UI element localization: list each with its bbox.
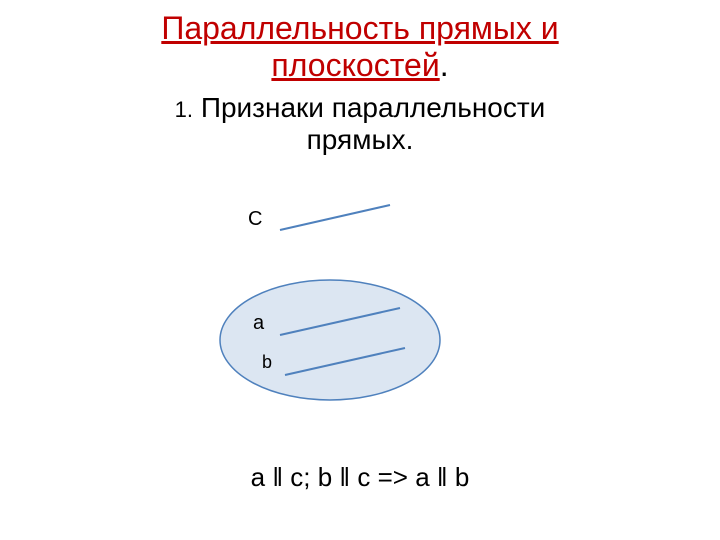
line-c bbox=[280, 205, 390, 230]
slide: Параллельность прямых и плоскостей. 1. П… bbox=[0, 0, 720, 540]
title-dot: . bbox=[440, 47, 449, 84]
label-b: b bbox=[262, 352, 272, 373]
parallel-lines-diagram bbox=[200, 200, 460, 420]
formula-text: a ǁ c; b ǁ c => a ǁ b bbox=[0, 462, 720, 493]
subtitle-line2: прямых. bbox=[307, 124, 414, 155]
page-title: Параллельность прямых и плоскостей. bbox=[0, 10, 720, 84]
title-line2: плоскостей bbox=[271, 47, 439, 83]
title-line1: Параллельность прямых и bbox=[161, 10, 558, 46]
subtitle-line1: Признаки параллельности bbox=[201, 92, 546, 123]
plane-ellipse bbox=[220, 280, 440, 400]
label-a: а bbox=[253, 312, 264, 335]
subtitle: 1. Признаки параллельности прямых. bbox=[0, 92, 720, 156]
subtitle-number: 1. bbox=[175, 97, 193, 122]
label-c: С bbox=[248, 208, 262, 231]
